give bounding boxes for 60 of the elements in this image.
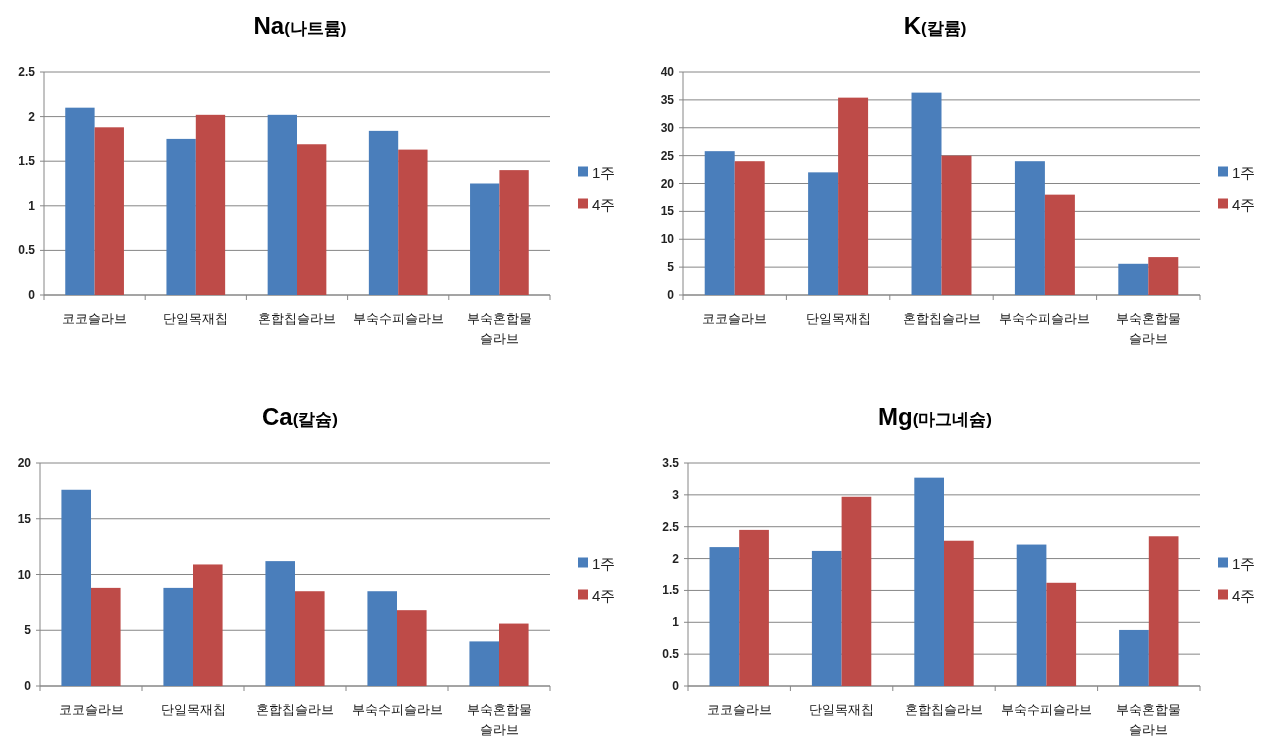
y-tick-label: 10: [17, 567, 32, 582]
y-tick-label: 10: [660, 232, 675, 247]
chart-title: Ca(칼슘): [261, 403, 339, 430]
x-tick-label: 혼합칩슬라브: [256, 702, 334, 717]
x-tick-label: 부숙수피슬라브: [352, 311, 444, 326]
y-tick-label: 0.5: [662, 647, 680, 662]
y-tick-label: 40: [660, 65, 675, 79]
y-tick-label: 15: [17, 511, 32, 526]
x-tick-label: 부숙수피슬라브: [351, 702, 443, 717]
y-tick-label: 1.5: [662, 583, 680, 598]
y-tick-label: 1: [672, 615, 680, 630]
y-tick-label: 2: [28, 109, 36, 124]
x-tick-label: 코코슬라브: [62, 311, 128, 326]
x-tick-label: 단일목재칩: [805, 311, 871, 326]
x-tick-label: 부숙혼합물 슬라브: [1115, 311, 1181, 346]
chart-title: Na(나트륨): [253, 12, 347, 39]
x-tick-label: 혼합칩슬라브: [902, 311, 981, 326]
y-tick-label: 0: [672, 679, 680, 693]
x-tick-label: 부숙수피슬라브: [1000, 702, 1092, 717]
legend-label: 4주: [1232, 195, 1256, 213]
legend-label: 1주: [592, 554, 616, 572]
x-tick-label: 부숙수피슬라브: [999, 311, 1091, 326]
y-tick-label: 2: [672, 551, 680, 566]
y-tick-label: 20: [17, 456, 32, 470]
x-tick-label: 단일목재칩: [163, 311, 229, 326]
y-tick-label: 0: [28, 288, 36, 302]
y-tick-label: 5: [24, 623, 32, 638]
x-tick-label: 부숙혼합물 슬라브: [466, 702, 532, 737]
x-tick-label: 코코슬라브: [702, 311, 768, 326]
y-tick-label: 1: [28, 198, 36, 213]
legend-label: 1주: [1232, 163, 1256, 181]
x-tick-label: 혼합칩슬라브: [905, 702, 983, 717]
chart-title: K(칼륨): [903, 12, 967, 39]
legend-label: 1주: [592, 163, 616, 181]
x-tick-label: 혼합칩슬라브: [258, 311, 336, 326]
legend-label: 1주: [1232, 554, 1256, 572]
y-tick-label: 25: [660, 148, 675, 163]
x-tick-label: 코코슬라브: [706, 702, 772, 717]
y-tick-label: 30: [660, 120, 675, 135]
y-tick-label: 20: [660, 176, 675, 191]
y-tick-label: 1.5: [18, 154, 36, 169]
x-tick-label: 단일목재칩: [160, 702, 226, 717]
x-tick-label: 부숙혼합물 슬라브: [1116, 702, 1182, 737]
y-tick-label: 2.5: [18, 65, 36, 79]
legend-label: 4주: [1232, 586, 1256, 604]
x-tick-label: 부숙혼합물 슬라브: [466, 311, 532, 346]
y-tick-label: 2.5: [662, 519, 680, 534]
y-tick-label: 3.5: [662, 456, 680, 470]
x-tick-label: 코코슬라브: [58, 702, 124, 717]
legend-label: 4주: [592, 195, 616, 213]
chart-title: Mg(마그네슘): [878, 403, 992, 430]
y-tick-label: 15: [660, 204, 675, 219]
y-tick-label: 0: [24, 679, 32, 693]
y-tick-label: 35: [660, 92, 675, 107]
y-tick-label: 3: [672, 487, 680, 502]
y-tick-label: 0: [667, 288, 675, 302]
x-tick-label: 단일목재칩: [809, 702, 875, 717]
y-tick-label: 0.5: [18, 243, 36, 258]
y-tick-label: 5: [667, 260, 675, 275]
legend-label: 4주: [592, 586, 616, 604]
